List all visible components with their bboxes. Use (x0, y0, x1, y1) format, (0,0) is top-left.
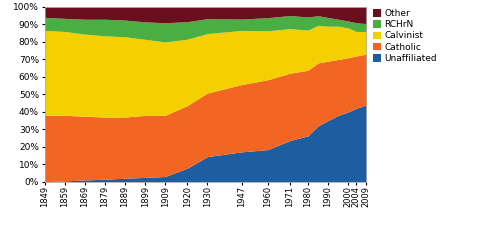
Legend: Other, RCHrN, Calvinist, Catholic, Unaffiliated: Other, RCHrN, Calvinist, Catholic, Unaff… (372, 8, 438, 64)
